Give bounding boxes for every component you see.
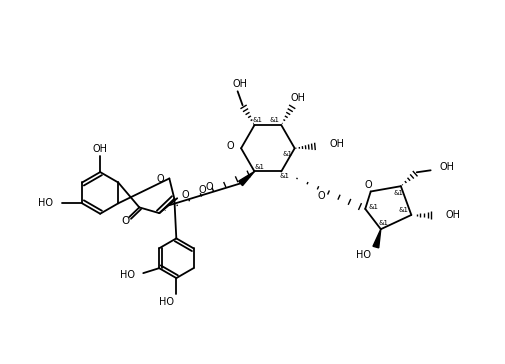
Text: &1: &1: [269, 117, 279, 123]
Text: OH: OH: [290, 93, 305, 103]
Text: &1: &1: [252, 117, 262, 123]
Text: HO: HO: [120, 270, 135, 280]
Text: OH: OH: [439, 162, 453, 172]
Text: OH: OH: [232, 79, 246, 90]
Text: &1: &1: [279, 173, 289, 179]
Text: &1: &1: [282, 151, 292, 157]
Text: O: O: [317, 191, 324, 201]
Text: HO: HO: [159, 297, 174, 307]
Text: &1: &1: [254, 163, 264, 170]
Text: O: O: [121, 216, 129, 226]
Text: &1: &1: [397, 207, 408, 213]
Text: O: O: [181, 190, 188, 200]
Text: HO: HO: [38, 198, 53, 208]
Text: O: O: [157, 174, 164, 185]
Polygon shape: [372, 229, 380, 248]
Polygon shape: [238, 171, 254, 186]
Text: O: O: [205, 182, 212, 192]
Text: OH: OH: [92, 144, 108, 154]
Text: O: O: [364, 179, 372, 190]
Text: &1: &1: [368, 204, 377, 210]
Text: O: O: [198, 185, 206, 195]
Text: OH: OH: [329, 139, 344, 149]
Text: &1: &1: [378, 220, 388, 226]
Text: OH: OH: [444, 210, 459, 220]
Text: O: O: [226, 141, 234, 151]
Text: HO: HO: [355, 250, 370, 260]
Text: &1: &1: [393, 190, 403, 196]
